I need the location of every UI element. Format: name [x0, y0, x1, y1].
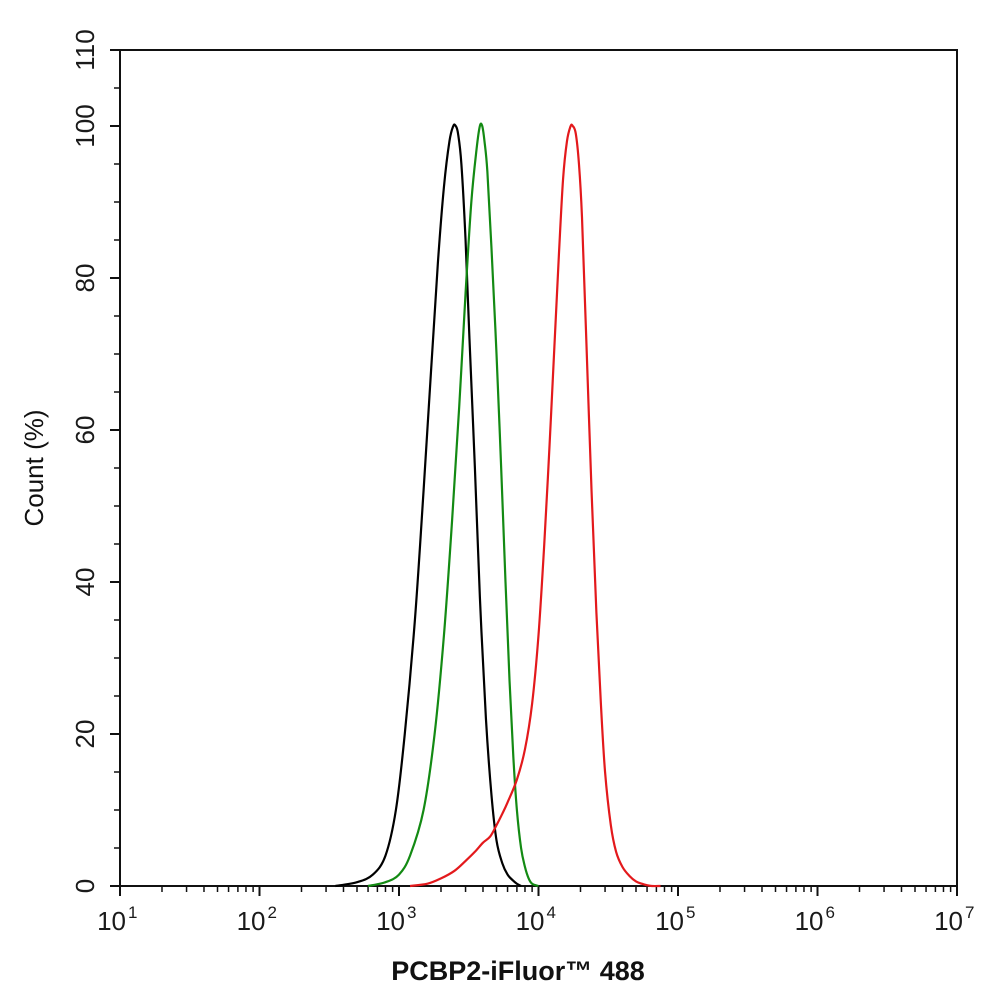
x-tick-exponent: 3: [407, 903, 416, 922]
x-tick-label: 10: [516, 906, 545, 936]
x-tick-label: 10: [795, 906, 824, 936]
x-tick-exponent: 2: [268, 903, 277, 922]
y-tick-label: 0: [70, 879, 100, 893]
x-tick-label: 10: [934, 906, 963, 936]
x-axis: 10 1 10 2 10 3 10 4 10 5 10 6 10 7: [97, 886, 974, 936]
y-tick-label: 20: [70, 720, 100, 749]
histogram-curve-2: [367, 122, 539, 888]
x-tick-exponent: 5: [686, 903, 695, 922]
histogram-series: [335, 122, 661, 888]
x-tick-exponent: 1: [128, 903, 137, 922]
y-tick-label: 80: [70, 264, 100, 293]
y-tick-label: 110: [70, 29, 100, 70]
x-tick-label: 10: [97, 906, 126, 936]
x-tick-exponent: 7: [965, 903, 974, 922]
x-axis-title: PCBP2-iFluor™ 488: [391, 956, 645, 986]
x-tick-label: 10: [237, 906, 266, 936]
x-tick-exponent: 6: [826, 903, 835, 922]
y-tick-label: 100: [70, 104, 100, 147]
y-axis-title: Count (%): [19, 409, 49, 526]
plot-frame: [119, 49, 958, 887]
histogram-curve-1: [335, 123, 522, 888]
histogram-curve-3: [409, 123, 661, 888]
y-axis: 0 20 40 60 80 100 110: [70, 29, 120, 893]
x-tick-label: 10: [655, 906, 684, 936]
y-tick-label: 60: [70, 416, 100, 445]
x-tick-label: 10: [376, 906, 405, 936]
x-tick-exponent: 4: [547, 903, 556, 922]
y-tick-label: 40: [70, 568, 100, 597]
